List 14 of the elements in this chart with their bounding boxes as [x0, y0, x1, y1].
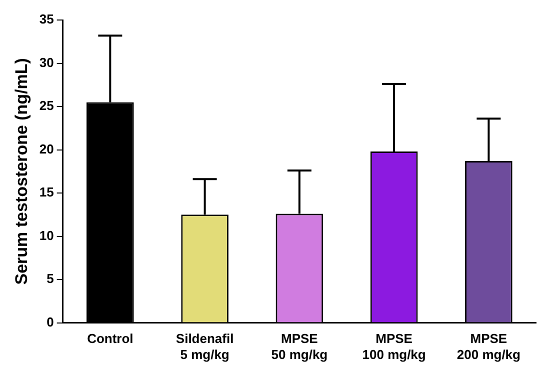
y-tick-label: 5: [46, 271, 54, 286]
y-tick-label: 20: [39, 141, 54, 156]
y-tick-label: 15: [39, 184, 54, 200]
x-tick-label: MPSE 100 mg/kg: [362, 331, 426, 362]
y-tick-label: 25: [39, 98, 54, 114]
y-tick-label: 0: [46, 314, 54, 330]
x-tick-label: MPSE 200 mg/kg: [456, 331, 521, 362]
y-axis-title: Serum testosterone (ng/mL): [12, 58, 31, 285]
x-tick-label: Sildenafil 5 mg/kg: [176, 331, 234, 362]
y-tick-label: 30: [39, 54, 54, 70]
x-tick-label: Control: [87, 331, 134, 346]
x-tick-label: MPSE 50 mg/kg: [271, 331, 328, 362]
y-tick-label: 10: [39, 228, 54, 243]
y-tick-label: 35: [39, 12, 54, 27]
